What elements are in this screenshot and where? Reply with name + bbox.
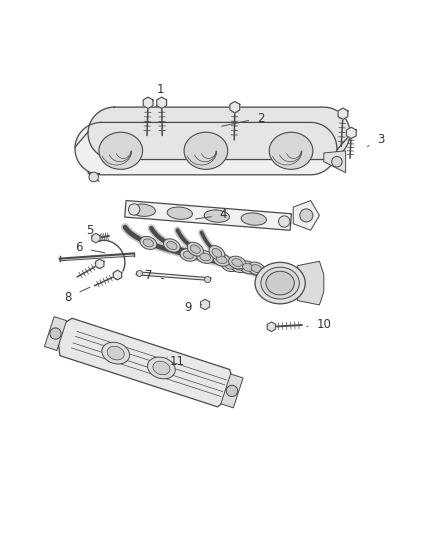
Ellipse shape bbox=[225, 261, 236, 269]
Polygon shape bbox=[157, 97, 166, 108]
Ellipse shape bbox=[187, 243, 203, 256]
Polygon shape bbox=[95, 259, 104, 269]
Ellipse shape bbox=[163, 239, 180, 252]
Polygon shape bbox=[136, 272, 211, 280]
Polygon shape bbox=[44, 317, 67, 351]
Ellipse shape bbox=[148, 357, 175, 379]
Text: 11: 11 bbox=[167, 355, 185, 368]
Text: 10: 10 bbox=[307, 318, 331, 330]
Text: 5: 5 bbox=[87, 224, 94, 237]
Ellipse shape bbox=[251, 264, 261, 272]
Text: 2: 2 bbox=[222, 111, 264, 126]
Polygon shape bbox=[201, 299, 209, 310]
Ellipse shape bbox=[269, 132, 313, 169]
Ellipse shape bbox=[261, 267, 299, 299]
Ellipse shape bbox=[130, 204, 155, 216]
Ellipse shape bbox=[241, 213, 266, 225]
Circle shape bbox=[128, 204, 140, 215]
Ellipse shape bbox=[204, 210, 230, 222]
Circle shape bbox=[300, 209, 313, 222]
Ellipse shape bbox=[140, 236, 157, 249]
Circle shape bbox=[137, 270, 143, 277]
Polygon shape bbox=[230, 101, 240, 113]
Ellipse shape bbox=[266, 271, 294, 295]
Ellipse shape bbox=[255, 262, 305, 304]
Ellipse shape bbox=[197, 251, 214, 263]
Text: 3: 3 bbox=[367, 133, 384, 147]
Polygon shape bbox=[297, 261, 324, 305]
Polygon shape bbox=[221, 374, 243, 408]
Circle shape bbox=[50, 328, 61, 339]
Ellipse shape bbox=[229, 256, 246, 269]
Ellipse shape bbox=[216, 256, 227, 264]
Text: 7: 7 bbox=[145, 269, 164, 282]
Polygon shape bbox=[113, 270, 122, 280]
Ellipse shape bbox=[232, 259, 243, 266]
Polygon shape bbox=[143, 97, 153, 109]
Polygon shape bbox=[293, 200, 319, 230]
Ellipse shape bbox=[248, 262, 265, 275]
Polygon shape bbox=[88, 107, 350, 159]
Text: 4: 4 bbox=[195, 208, 227, 222]
Ellipse shape bbox=[99, 132, 143, 169]
Ellipse shape bbox=[209, 246, 225, 260]
Circle shape bbox=[332, 157, 342, 167]
Circle shape bbox=[89, 172, 99, 182]
Ellipse shape bbox=[166, 241, 177, 249]
Polygon shape bbox=[346, 127, 356, 139]
Ellipse shape bbox=[200, 253, 211, 261]
Ellipse shape bbox=[153, 361, 170, 375]
Ellipse shape bbox=[143, 239, 154, 247]
Text: 6: 6 bbox=[75, 241, 105, 254]
Polygon shape bbox=[59, 318, 236, 407]
Ellipse shape bbox=[230, 260, 247, 272]
Ellipse shape bbox=[212, 248, 222, 257]
Circle shape bbox=[279, 216, 290, 227]
Polygon shape bbox=[75, 123, 337, 175]
Polygon shape bbox=[92, 233, 100, 243]
Polygon shape bbox=[267, 322, 276, 332]
Ellipse shape bbox=[180, 248, 197, 261]
Ellipse shape bbox=[233, 262, 244, 270]
Circle shape bbox=[205, 277, 211, 282]
Ellipse shape bbox=[243, 263, 253, 271]
Circle shape bbox=[226, 385, 238, 397]
Ellipse shape bbox=[102, 342, 130, 364]
Ellipse shape bbox=[240, 261, 256, 274]
Ellipse shape bbox=[213, 253, 230, 266]
Text: 8: 8 bbox=[65, 287, 90, 304]
Polygon shape bbox=[324, 151, 346, 173]
Text: 1: 1 bbox=[156, 83, 164, 107]
Polygon shape bbox=[125, 200, 291, 230]
Polygon shape bbox=[60, 253, 134, 260]
Polygon shape bbox=[338, 108, 348, 119]
Text: 9: 9 bbox=[185, 301, 201, 313]
Ellipse shape bbox=[222, 259, 239, 272]
Ellipse shape bbox=[107, 346, 124, 360]
Ellipse shape bbox=[167, 207, 192, 219]
Ellipse shape bbox=[190, 245, 200, 253]
Ellipse shape bbox=[184, 132, 228, 169]
Ellipse shape bbox=[183, 251, 194, 259]
